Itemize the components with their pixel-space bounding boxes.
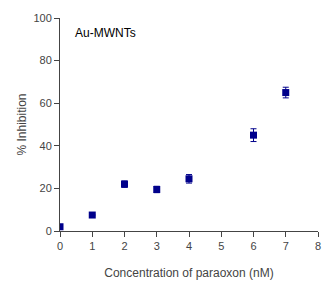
svg-text:40: 40 [40, 140, 52, 152]
svg-text:5: 5 [218, 240, 224, 252]
svg-text:80: 80 [40, 54, 52, 66]
svg-text:4: 4 [186, 240, 192, 252]
svg-text:20: 20 [40, 182, 52, 194]
svg-text:1: 1 [89, 240, 95, 252]
svg-text:7: 7 [283, 240, 289, 252]
svg-text:6: 6 [250, 240, 256, 252]
svg-text:2: 2 [121, 240, 127, 252]
svg-text:% Inhibition: % Inhibition [15, 93, 29, 155]
svg-text:0: 0 [57, 240, 63, 252]
svg-text:Au-MWNTs: Au-MWNTs [75, 26, 136, 40]
svg-text:3: 3 [154, 240, 160, 252]
svg-text:100: 100 [33, 12, 51, 24]
svg-text:60: 60 [40, 97, 52, 109]
svg-text:0: 0 [46, 225, 52, 237]
svg-text:Concentration of paraoxon (nM): Concentration of paraoxon (nM) [104, 266, 273, 280]
svg-text:8: 8 [315, 240, 321, 252]
